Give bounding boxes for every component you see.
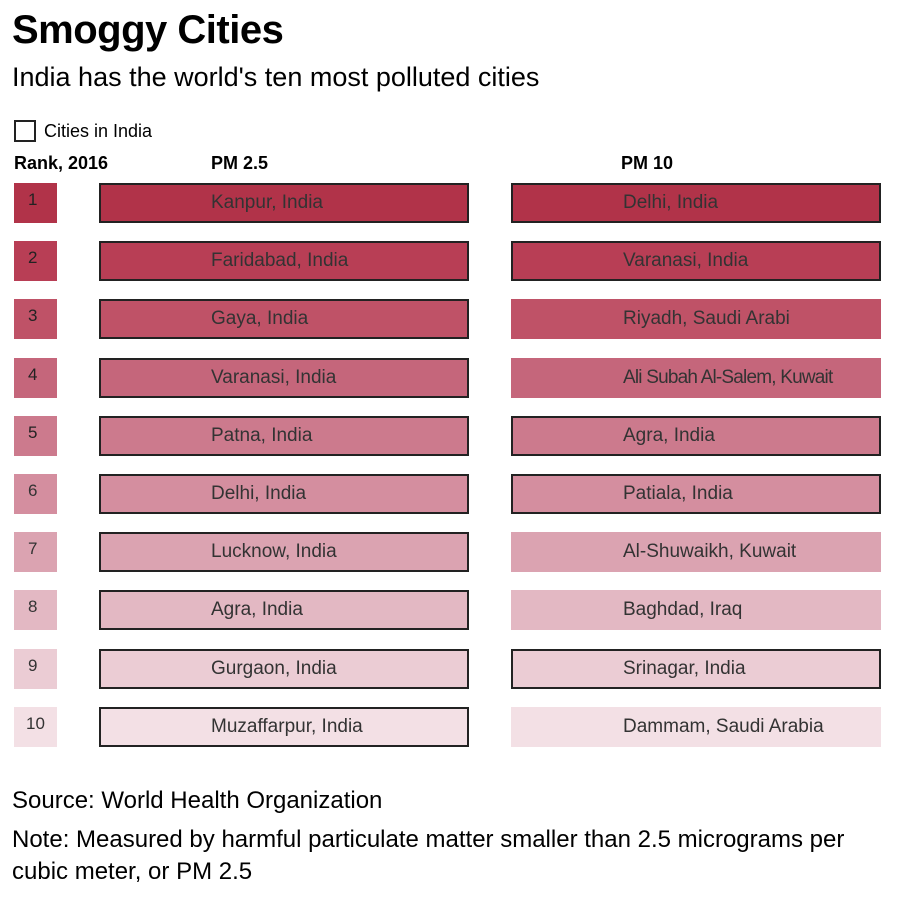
rank-cell: 5 xyxy=(14,416,57,456)
pm10-column-header: PM 10 xyxy=(621,153,674,173)
rank-column-header: Rank, 2016 xyxy=(14,153,109,173)
chart-subtitle: India has the world's ten most polluted … xyxy=(12,62,540,92)
pm10-city-bar: Delhi, India xyxy=(511,183,881,223)
pm25-city-bar: Lucknow, India xyxy=(99,532,469,572)
source-note: Source: World Health Organization xyxy=(12,787,383,814)
chart-title: Smoggy Cities xyxy=(12,8,284,52)
rank-cell: 7 xyxy=(14,532,57,572)
rank-cell: 10 xyxy=(14,707,57,747)
rank-cell: 3 xyxy=(14,299,57,339)
pm10-city-bar: Riyadh, Saudi Arabi xyxy=(511,299,881,339)
rank-cell: 4 xyxy=(14,358,57,398)
pm25-city-bar: Gaya, India xyxy=(99,299,469,339)
pm10-city-bar: Agra, India xyxy=(511,416,881,456)
pm25-city-bar: Agra, India xyxy=(99,590,469,630)
pm10-city-bar: Al-Shuwaikh, Kuwait xyxy=(511,532,881,572)
pm10-city-bar: Varanasi, India xyxy=(511,241,881,281)
pm25-city-bar: Gurgaon, India xyxy=(99,649,469,689)
rank-cell: 1 xyxy=(14,183,57,223)
pm25-city-bar: Varanasi, India xyxy=(99,358,469,398)
pm10-city-bar: Patiala, India xyxy=(511,474,881,514)
legend-label: Cities in India xyxy=(44,120,153,141)
pm25-city-bar: Delhi, India xyxy=(99,474,469,514)
pm25-city-bar: Muzaffarpur, India xyxy=(99,707,469,747)
rank-cell: 2 xyxy=(14,241,57,281)
pm10-city-bar: Ali Subah Al-Salem, Kuwait xyxy=(511,358,881,398)
footnote: Note: Measured by harmful particulate ma… xyxy=(12,826,845,885)
rank-cell: 8 xyxy=(14,590,57,630)
pm25-city-bar: Patna, India xyxy=(99,416,469,456)
pm10-city-bar: Baghdad, Iraq xyxy=(511,590,881,630)
rank-cell: 9 xyxy=(14,649,57,689)
legend: Cities in India xyxy=(14,118,152,144)
pm10-city-bar: Srinagar, India xyxy=(511,649,881,689)
pm25-city-bar: Faridabad, India xyxy=(99,241,469,281)
rank-cell: 6 xyxy=(14,474,57,514)
pm10-city-bar: Dammam, Saudi Arabia xyxy=(511,707,881,747)
pm25-column-header: PM 2.5 xyxy=(211,153,269,173)
pm25-city-bar: Kanpur, India xyxy=(99,183,469,223)
legend-swatch xyxy=(14,120,36,142)
